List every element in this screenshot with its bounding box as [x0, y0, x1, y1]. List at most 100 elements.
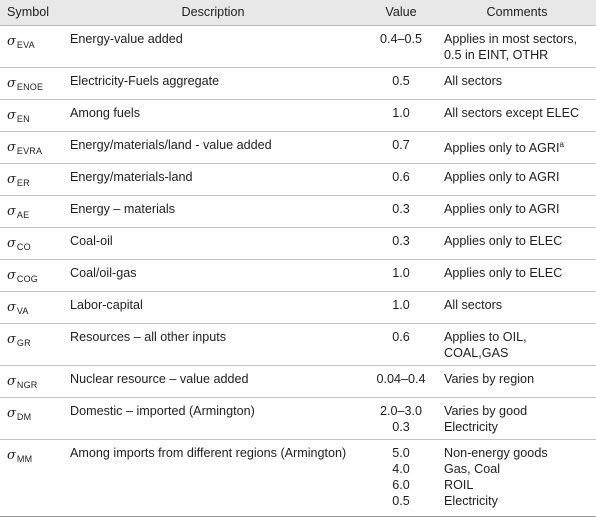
symbol-subscript: VA [16, 305, 29, 316]
value-cell: 1.0 [364, 291, 438, 324]
sigma-symbol: σ [7, 373, 16, 389]
symbol-subscript: NGR [16, 379, 38, 390]
comments-cell: Applies only to AGRIa [438, 131, 596, 164]
symbol-cell: σER [0, 163, 62, 196]
value-cell: 0.04–0.4 [364, 365, 438, 398]
table-row: σEVRA Energy/materials/land - value added… [0, 131, 596, 164]
comment-line: All sectors [444, 73, 592, 89]
symbol-subscript: EN [16, 113, 30, 124]
comment-line: Electricity [444, 419, 592, 435]
value-cell: 1.0 [364, 259, 438, 292]
table-row: σEVA Energy-value added 0.4–0.5 Applies in … [0, 25, 596, 68]
symbol-cell: σMM [0, 439, 62, 517]
sigma-symbol: σ [7, 331, 16, 347]
value-line: 0.6 [392, 329, 410, 344]
value-line: 0.3 [392, 419, 410, 434]
comments-cell: Applies only to ELEC [438, 227, 596, 260]
comment-text: Gas, Coal [444, 461, 500, 476]
comments-cell: Applies only to ELEC [438, 259, 596, 292]
comments-cell: Varies by good Electricity [438, 397, 596, 440]
comments-cell: Applies to OIL, COAL,GAS [438, 323, 596, 366]
sigma-symbol: σ [7, 171, 16, 187]
description-cell: Electricity-Fuels aggregate [62, 67, 364, 100]
value-cell: 0.4–0.5 [364, 25, 438, 68]
comment-line: Applies in most sectors, [444, 31, 592, 47]
symbol-cell: σCOG [0, 259, 62, 292]
comment-text: All sectors [444, 297, 503, 312]
header-description: Description [62, 0, 364, 26]
table-row: σAE Energy – materials 0.3 Applies only to … [0, 195, 596, 228]
comments-cell: Applies in most sectors, 0.5 in EINT, OTH… [438, 25, 596, 68]
comment-line: Applies only to AGRIa [444, 137, 592, 156]
table-row: σNGR Nuclear resource – value added 0.04–0… [0, 365, 596, 398]
table-row: σER Energy/materials-land 0.6 Applies only … [0, 163, 596, 196]
comment-line: Varies by good [444, 403, 592, 419]
sigma-symbol: σ [7, 33, 16, 49]
table-row: σCO Coal-oil 0.3 Applies only to ELEC [0, 227, 596, 260]
symbol-cell: σCO [0, 227, 62, 260]
value-line: 0.5 [392, 73, 410, 88]
header-comments: Comments [438, 0, 596, 26]
header-value: Value [364, 0, 438, 26]
comment-text: ROIL [444, 477, 474, 492]
symbol-subscript: CO [16, 241, 31, 252]
header-symbol: Symbol [0, 0, 62, 26]
comments-cell: All sectors except ELEC [438, 99, 596, 132]
symbol-subscript: DM [16, 411, 32, 422]
symbol-cell: σVA [0, 291, 62, 324]
comment-text: Varies by region [444, 371, 535, 386]
description-cell: Among fuels [62, 99, 364, 132]
description-cell: Energy/materials/land - value added [62, 131, 364, 164]
value-cell: 0.7 [364, 131, 438, 164]
value-line: 0.4–0.5 [379, 31, 423, 46]
description-cell: Labor-capital [62, 291, 364, 324]
table-row: σEN Among fuels 1.0 All sectors except ELEC [0, 99, 596, 132]
symbol-subscript: AE [16, 209, 30, 220]
comment-text: Electricity [444, 493, 498, 508]
value-line: 1.0 [392, 265, 410, 280]
value-line: 2.0–3.0 [379, 403, 423, 418]
comment-line: Applies only to ELEC [444, 233, 592, 249]
comment-line: ROIL [444, 477, 592, 493]
value-line: 4.0 [392, 461, 410, 476]
comment-line: Applies only to AGRI [444, 169, 592, 185]
comment-line: Electricity [444, 493, 592, 509]
description-cell: Energy – materials [62, 195, 364, 228]
sigma-symbol: σ [7, 267, 16, 283]
description-cell: Among imports from different regions (Ar… [62, 439, 364, 517]
footnote-marker: a [559, 139, 564, 149]
value-cell: 0.3 [364, 227, 438, 260]
comment-text: Applies in most sectors, [444, 31, 577, 46]
description-cell: Nuclear resource – value added [62, 365, 364, 398]
value-cell: 2.0–3.0 0.3 [364, 397, 438, 440]
sigma-symbol: σ [7, 235, 16, 251]
table-header: Symbol Description Value Comments [0, 0, 596, 26]
description-cell: Energy/materials-land [62, 163, 364, 196]
comment-text: All sectors [444, 73, 503, 88]
sigma-symbol: σ [7, 75, 16, 91]
comment-line: Non-energy goods [444, 445, 592, 461]
comment-line: 0.5 in EINT, OTHR [444, 47, 592, 63]
symbol-subscript: EVA [16, 39, 35, 50]
value-line: 1.0 [392, 105, 410, 120]
table-row: σENOE Electricity-Fuels aggregate 0.5 All s… [0, 67, 596, 100]
value-line: 0.5 [392, 493, 410, 508]
table-row: σMM Among imports from different regions … [0, 439, 596, 517]
value-line: 1.0 [392, 297, 410, 312]
value-line: 5.0 [392, 445, 410, 460]
comments-cell: Non-energy goods Gas, Coal ROIL Electricity [438, 439, 596, 517]
comments-cell: Varies by region [438, 365, 596, 398]
comment-line: Gas, Coal [444, 461, 592, 477]
comments-cell: All sectors [438, 291, 596, 324]
symbol-subscript: EVRA [16, 145, 43, 156]
symbol-cell: σDM [0, 397, 62, 440]
table-body: σEVA Energy-value added 0.4–0.5 Applies in … [0, 25, 596, 517]
sigma-symbol: σ [7, 203, 16, 219]
symbol-subscript: ER [16, 177, 30, 188]
comment-text: Applies only to ELEC [444, 265, 563, 280]
sigma-symbol: σ [7, 447, 16, 463]
table-row: σDM Domestic – imported (Armington) 2.0–3.… [0, 397, 596, 440]
value-line: 0.7 [392, 137, 410, 152]
value-cell: 0.5 [364, 67, 438, 100]
